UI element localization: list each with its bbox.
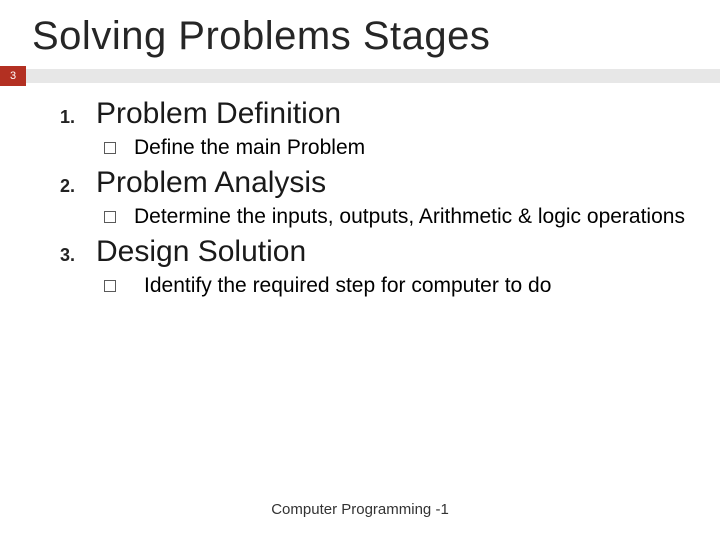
page-title: Solving Problems Stages [0, 0, 720, 69]
stage-title: Problem Definition [96, 97, 341, 131]
checkbox-icon [104, 142, 116, 154]
checkbox-icon [104, 211, 116, 223]
stage-row: 1. Problem Definition [60, 97, 688, 131]
stage-3: 3. Design Solution Identify the required… [60, 235, 688, 298]
stage-title: Design Solution [96, 235, 306, 269]
stage-sub-text: Determine the inputs, outputs, Arithmeti… [134, 204, 685, 229]
stage-row: 3. Design Solution [60, 235, 688, 269]
stage-sub: Identify the required step for computer … [60, 273, 688, 298]
stage-row: 2. Problem Analysis [60, 166, 688, 200]
stage-sub-text: Define the main Problem [134, 135, 365, 160]
accent-bar: 3 [0, 69, 720, 83]
stage-number: 1. [60, 107, 96, 128]
stage-title: Problem Analysis [96, 166, 326, 200]
content-area: 1. Problem Definition Define the main Pr… [0, 83, 720, 299]
stage-number: 2. [60, 176, 96, 197]
stage-sub-text: Identify the required step for computer … [144, 273, 551, 298]
stage-sub: Determine the inputs, outputs, Arithmeti… [60, 204, 688, 229]
checkbox-icon [104, 280, 116, 292]
stage-sub: Define the main Problem [60, 135, 688, 160]
page-number-badge: 3 [0, 66, 26, 86]
stage-number: 3. [60, 245, 96, 266]
stage-1: 1. Problem Definition Define the main Pr… [60, 97, 688, 160]
stage-2: 2. Problem Analysis Determine the inputs… [60, 166, 688, 229]
footer-text: Computer Programming -1 [0, 501, 720, 518]
slide: Solving Problems Stages 3 1. Problem Def… [0, 0, 720, 540]
